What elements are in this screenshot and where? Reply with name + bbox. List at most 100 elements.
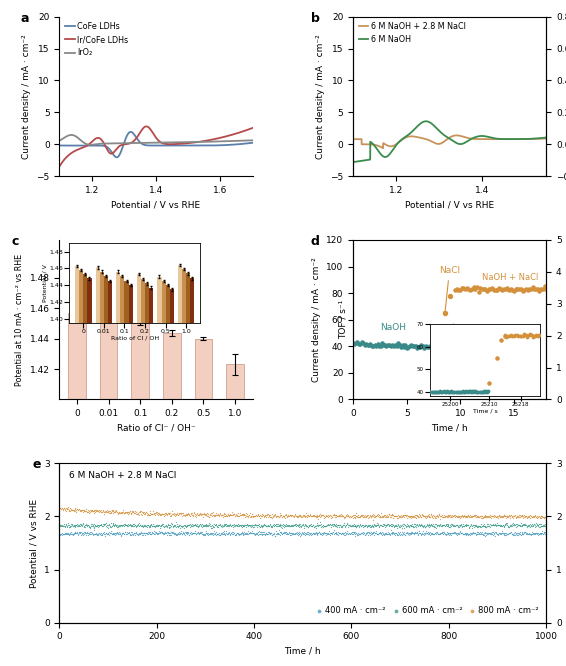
600 mA · cm⁻²	[349, 520, 358, 531]
600 mA · cm⁻²	[339, 518, 348, 529]
400 mA · cm⁻²	[246, 527, 255, 538]
400 mA · cm⁻²	[398, 529, 408, 539]
600 mA · cm⁻²	[160, 521, 169, 532]
400 mA · cm⁻²	[252, 528, 261, 539]
800 mA · cm⁻²	[305, 509, 314, 519]
800 mA · cm⁻²	[149, 507, 158, 518]
600 mA · cm⁻²	[411, 519, 421, 530]
800 mA · cm⁻²	[179, 510, 188, 521]
400 mA · cm⁻²	[86, 529, 95, 539]
600 mA · cm⁻²	[209, 522, 218, 533]
800 mA · cm⁻²	[343, 511, 352, 521]
800 mA · cm⁻²	[230, 509, 239, 519]
600 mA · cm⁻²	[365, 521, 374, 531]
800 mA · cm⁻²	[105, 506, 114, 517]
600 mA · cm⁻²	[430, 521, 439, 532]
800 mA · cm⁻²	[186, 507, 195, 518]
600 mA · cm⁻²	[286, 521, 295, 531]
600 mA · cm⁻²	[195, 519, 204, 529]
400 mA · cm⁻²	[109, 529, 118, 539]
800 mA · cm⁻²	[57, 503, 66, 514]
400 mA · cm⁻²	[95, 528, 104, 539]
800 mA · cm⁻²	[338, 511, 347, 521]
600 mA · cm⁻²	[491, 520, 500, 531]
400 mA · cm⁻²	[454, 528, 463, 539]
Point	[473, 282, 482, 293]
800 mA · cm⁻²	[321, 509, 331, 520]
600 mA · cm⁻²	[179, 520, 188, 531]
Point	[411, 341, 420, 352]
600 mA · cm⁻²	[60, 521, 69, 532]
800 mA · cm⁻²	[165, 507, 174, 518]
800 mA · cm⁻²	[486, 511, 495, 521]
800 mA · cm⁻²	[122, 507, 131, 518]
600 mA · cm⁻²	[490, 519, 499, 530]
400 mA · cm⁻²	[475, 527, 484, 537]
600 mA · cm⁻²	[313, 518, 322, 529]
800 mA · cm⁻²	[351, 511, 360, 522]
400 mA · cm⁻²	[348, 527, 357, 537]
600 mA · cm⁻²	[346, 520, 355, 531]
400 mA · cm⁻²	[219, 526, 228, 537]
600 mA · cm⁻²	[138, 519, 147, 530]
800 mA · cm⁻²	[105, 507, 114, 518]
600 mA · cm⁻²	[332, 521, 341, 532]
400 mA · cm⁻²	[113, 526, 122, 537]
800 mA · cm⁻²	[422, 511, 431, 521]
Point	[438, 321, 447, 332]
600 mA · cm⁻²	[512, 519, 521, 529]
600 mA · cm⁻²	[363, 519, 372, 530]
400 mA · cm⁻²	[155, 525, 164, 536]
Point	[462, 282, 471, 293]
800 mA · cm⁻²	[504, 511, 513, 521]
600 mA · cm⁻²	[93, 520, 102, 531]
400 mA · cm⁻²	[275, 529, 284, 539]
600 mA · cm⁻²	[305, 519, 314, 530]
600 mA · cm⁻²	[112, 519, 121, 530]
600 mA · cm⁻²	[358, 519, 367, 530]
600 mA · cm⁻²	[290, 519, 299, 530]
400 mA · cm⁻²	[95, 529, 104, 539]
600 mA · cm⁻²	[312, 519, 321, 530]
400 mA · cm⁻²	[71, 527, 80, 538]
800 mA · cm⁻²	[474, 511, 483, 522]
800 mA · cm⁻²	[456, 511, 465, 522]
Point	[434, 340, 443, 351]
400 mA · cm⁻²	[479, 527, 488, 538]
600 mA · cm⁻²	[169, 520, 178, 531]
400 mA · cm⁻²	[381, 529, 390, 539]
400 mA · cm⁻²	[455, 526, 464, 537]
800 mA · cm⁻²	[79, 505, 88, 516]
800 mA · cm⁻²	[325, 509, 335, 520]
800 mA · cm⁻²	[67, 504, 76, 515]
800 mA · cm⁻²	[519, 510, 528, 521]
600 mA · cm⁻²	[355, 519, 365, 529]
600 mA · cm⁻²	[358, 521, 367, 532]
Legend: CoFe LDHs, Ir/CoFe LDHs, IrO₂: CoFe LDHs, Ir/CoFe LDHs, IrO₂	[63, 21, 130, 59]
800 mA · cm⁻²	[456, 512, 465, 523]
600 mA · cm⁻²	[272, 520, 281, 531]
600 mA · cm⁻²	[196, 520, 205, 531]
600 mA · cm⁻²	[121, 519, 130, 530]
600 mA · cm⁻²	[135, 519, 144, 530]
800 mA · cm⁻²	[221, 509, 230, 519]
400 mA · cm⁻²	[162, 527, 171, 537]
800 mA · cm⁻²	[280, 511, 289, 522]
800 mA · cm⁻²	[108, 506, 117, 517]
800 mA · cm⁻²	[59, 503, 68, 513]
600 mA · cm⁻²	[252, 519, 261, 530]
600 mA · cm⁻²	[177, 521, 186, 531]
600 mA · cm⁻²	[307, 521, 316, 531]
400 mA · cm⁻²	[426, 527, 435, 537]
800 mA · cm⁻²	[131, 508, 140, 519]
800 mA · cm⁻²	[196, 509, 205, 520]
400 mA · cm⁻²	[280, 527, 289, 538]
600 mA · cm⁻²	[465, 521, 474, 532]
400 mA · cm⁻²	[96, 529, 105, 539]
600 mA · cm⁻²	[482, 519, 491, 529]
800 mA · cm⁻²	[109, 506, 118, 517]
600 mA · cm⁻²	[349, 521, 358, 531]
400 mA · cm⁻²	[217, 528, 226, 539]
400 mA · cm⁻²	[265, 529, 275, 539]
800 mA · cm⁻²	[145, 506, 154, 517]
